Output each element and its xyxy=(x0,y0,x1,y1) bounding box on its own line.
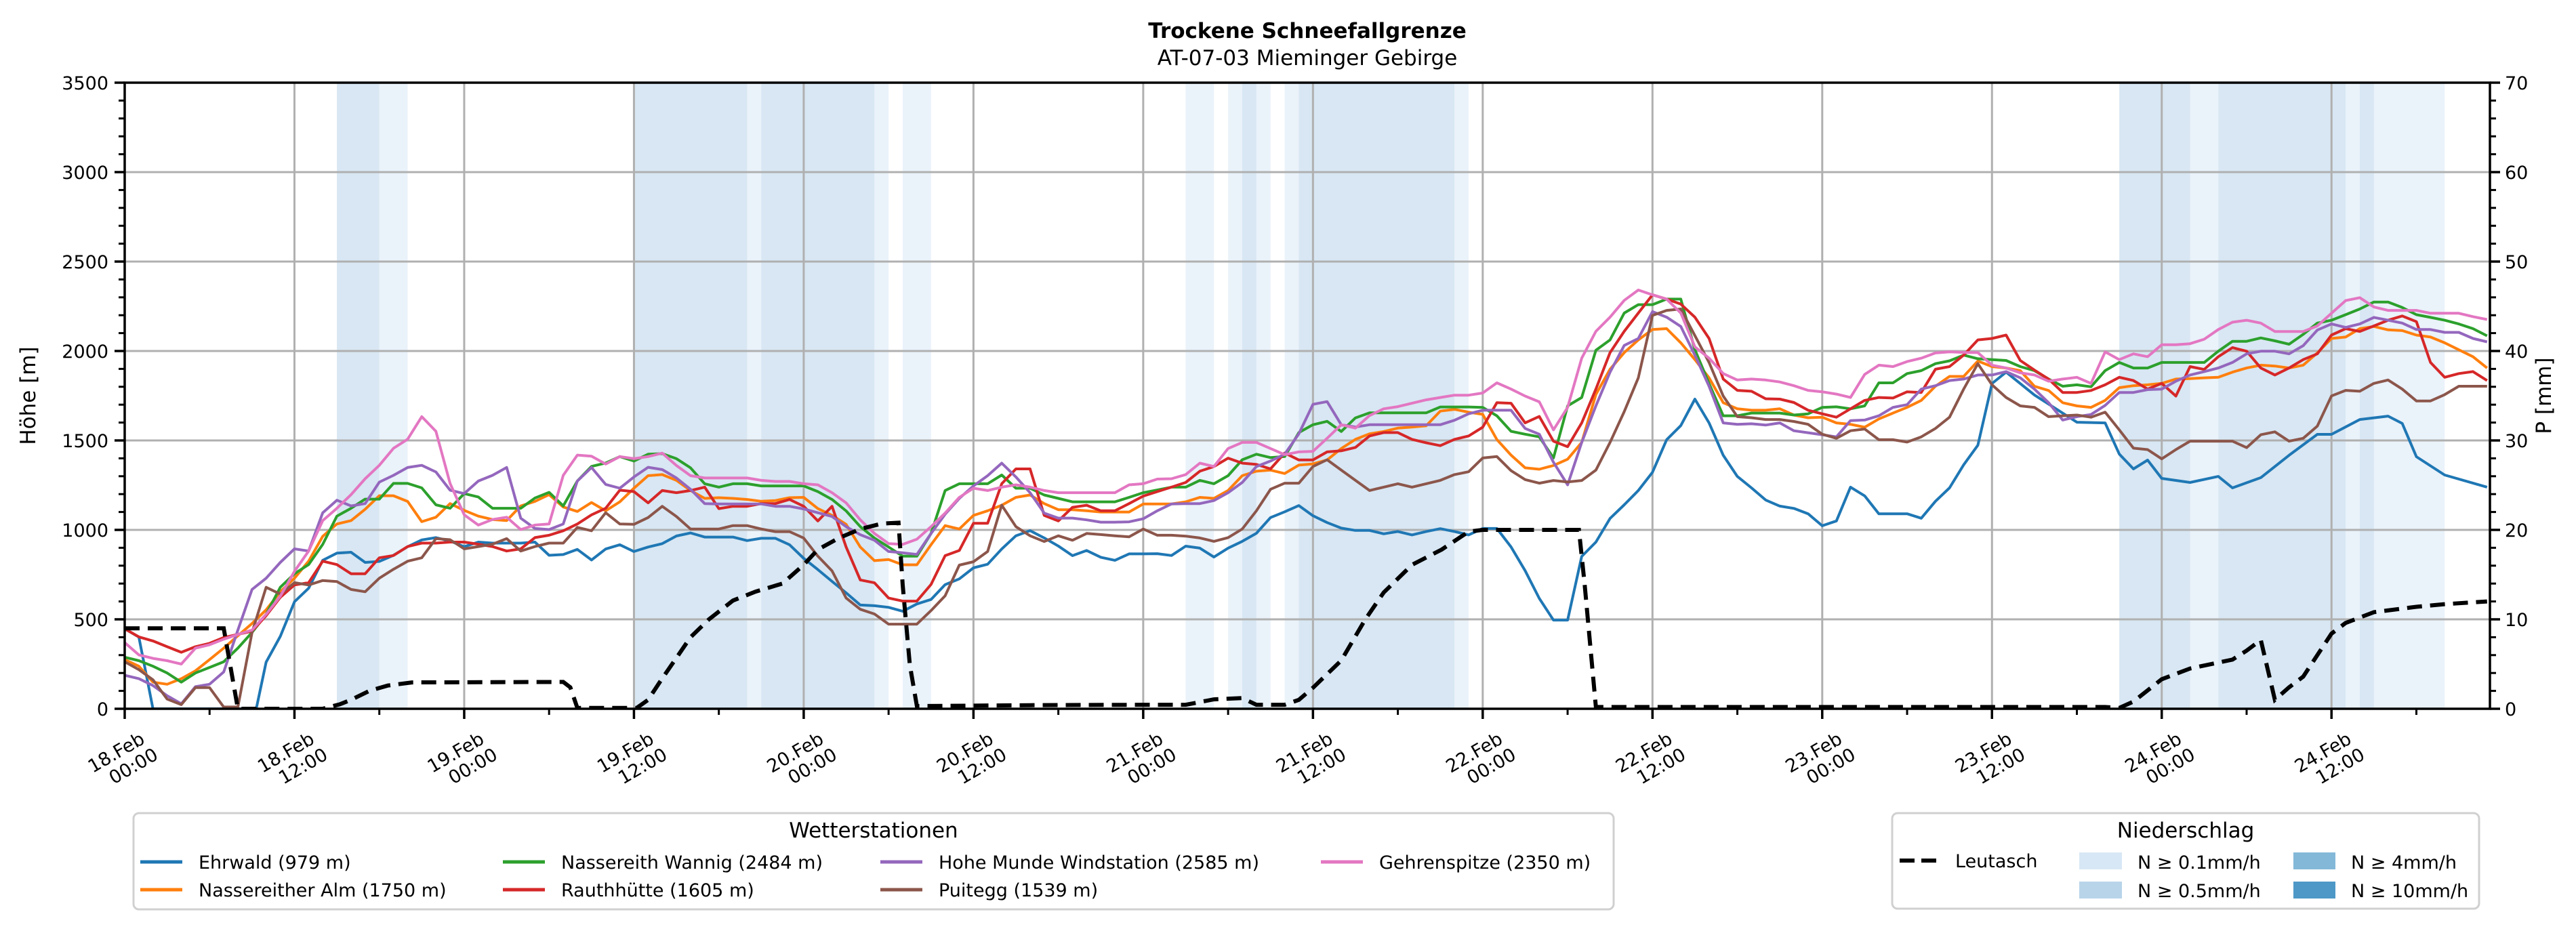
y-right-tick-label: 40 xyxy=(2505,342,2528,363)
precip-band xyxy=(2119,83,2190,709)
y-left-tick-label: 1000 xyxy=(62,520,108,541)
y-right-tick-label: 0 xyxy=(2505,699,2516,720)
precip-band xyxy=(379,83,408,709)
plot-frame xyxy=(123,81,2491,710)
y-left-tick-label: 2500 xyxy=(62,252,108,273)
legend-item-station: Rauthhütte (1605 m) xyxy=(503,880,754,901)
y-left-tick-label: 3500 xyxy=(62,73,108,94)
series-line-leutasch-precip xyxy=(125,520,2487,709)
y-right-tick-label: 20 xyxy=(2505,520,2528,541)
y-axis-right-label: P [mm] xyxy=(2532,357,2556,434)
y-right-tick-label: 70 xyxy=(2505,73,2528,94)
precip-band xyxy=(874,83,889,709)
series-line-gehrenspitze xyxy=(125,289,2488,665)
legend-leutasch-label: Leutasch xyxy=(1955,851,2037,872)
legend-label: Puitegg (1539 m) xyxy=(939,880,1098,901)
precip-band xyxy=(337,83,380,709)
legend-precip: Niederschlag Leutasch N ≥ 0.1mm/h N ≥ 0.… xyxy=(1891,812,2480,910)
legend-item-station: Puitegg (1539 m) xyxy=(880,880,1098,901)
y-right-tick-label: 60 xyxy=(2505,163,2528,184)
precip-band xyxy=(2346,83,2360,709)
precip-band xyxy=(2218,83,2346,709)
y-left-tick-label: 2000 xyxy=(62,342,108,363)
legend-swatch-n01 xyxy=(2079,852,2122,869)
precip-bands xyxy=(337,83,2445,709)
series-line-ehrwald xyxy=(125,371,2488,709)
legend-stations-title: Wetterstationen xyxy=(789,819,958,843)
series-lines xyxy=(125,289,2489,709)
precip-band xyxy=(1228,83,1242,709)
legend-item-station: Nassereither Alm (1750 m) xyxy=(140,880,447,901)
legend-label: Nassereith Wannig (2484 m) xyxy=(561,852,823,873)
series-line-puitegg xyxy=(125,308,2487,709)
precip-band xyxy=(2190,83,2219,709)
legend-label: Rauthhütte (1605 m) xyxy=(561,880,754,901)
gridlines xyxy=(125,83,2490,709)
precip-band xyxy=(2359,83,2374,709)
legend-item-station: Ehrwald (979 m) xyxy=(140,852,351,873)
legend-swatch-n10 xyxy=(2293,882,2335,899)
legend-precip-title: Niederschlag xyxy=(2117,819,2255,843)
y-right-tick-label: 10 xyxy=(2505,610,2528,631)
legend-item-station: Gehrenspitze (2350 m) xyxy=(1321,852,1591,873)
y-left-tick-label: 0 xyxy=(97,699,108,720)
y-right-tick-label: 50 xyxy=(2505,252,2528,273)
legend-label: Gehrenspitze (2350 m) xyxy=(1379,852,1591,873)
precip-band xyxy=(1284,83,1299,709)
legend-item-station: Hohe Munde Windstation (2585 m) xyxy=(880,852,1259,873)
precip-band xyxy=(1256,83,1271,709)
chart-title: Trockene Schneefallgrenze xyxy=(1148,19,1467,43)
precip-band xyxy=(1299,83,1455,709)
precip-band xyxy=(1242,83,1256,709)
y-left-tick-label: 500 xyxy=(73,610,108,631)
y-left-tick-label: 3000 xyxy=(62,163,108,184)
precip-band xyxy=(634,83,748,709)
legend-label-n4: N ≥ 4mm/h xyxy=(2351,852,2457,873)
legend-swatch-n4 xyxy=(2293,852,2335,869)
legend-station-items: Ehrwald (979 m) Nassereither Alm (1750 m)… xyxy=(140,852,1591,901)
legend-label: Hohe Munde Windstation (2585 m) xyxy=(939,852,1259,873)
precip-band xyxy=(1185,83,1214,709)
legend-label-n01: N ≥ 0.1mm/h xyxy=(2138,852,2261,873)
precip-band xyxy=(761,83,875,709)
y-axis-left-label: Höhe [m] xyxy=(16,346,41,445)
y-left-tick-label: 1500 xyxy=(62,431,108,452)
legend-label-n10: N ≥ 10mm/h xyxy=(2351,881,2468,902)
legend-stations: Wetterstationen Ehrwald (979 m) Nassereit… xyxy=(132,812,1615,911)
series-line-hohe-munde-windstation xyxy=(125,310,2488,705)
legend-label: Nassereither Alm (1750 m) xyxy=(199,880,447,901)
legend-stations-frame xyxy=(132,812,1615,911)
legend-label-n05: N ≥ 0.5mm/h xyxy=(2138,881,2261,902)
y-right-tick-label: 30 xyxy=(2505,431,2528,452)
legend-swatch-n05 xyxy=(2079,882,2122,899)
legend-label: Ehrwald (979 m) xyxy=(199,852,351,873)
legend-item-station: Nassereith Wannig (2484 m) xyxy=(503,852,823,873)
chart-subtitle: AT-07-03 Mieminger Gebirge xyxy=(1158,46,1458,70)
precip-band xyxy=(747,83,762,709)
